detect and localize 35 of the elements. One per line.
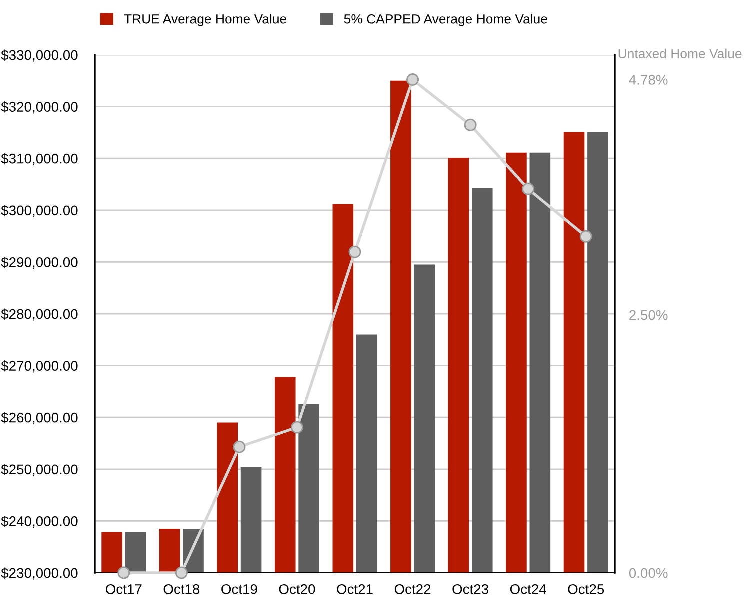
y-tick-label: $270,000.00	[1, 360, 78, 373]
x-tick-label: Oct20	[279, 584, 316, 594]
x-tick-label: Oct19	[222, 584, 258, 594]
x-tick-label: Oct23	[452, 584, 488, 594]
y-tick-label: $320,000.00	[1, 102, 78, 114]
point	[233, 440, 246, 454]
point	[290, 421, 304, 434]
y-tick-label: $250,000.00	[1, 464, 78, 476]
point	[118, 566, 130, 580]
x-tick-label: Oct18	[164, 584, 200, 594]
point	[175, 566, 188, 580]
y2-tick-label: 0.00%	[629, 568, 668, 578]
y-tick-label: $300,000.00	[1, 205, 78, 218]
y-tick-label: $260,000.00	[1, 412, 78, 424]
point	[580, 230, 592, 243]
y2-tick-label: 4.78%	[629, 75, 668, 85]
x-tick-label: Oct21	[337, 584, 373, 594]
x-tick-label: Oct17	[106, 584, 142, 594]
x-tick-label: Oct24	[510, 584, 546, 594]
y2-tick-label: 2.50%	[630, 310, 668, 320]
x-tick-label: Oct22	[394, 584, 431, 594]
x-tick-label: Oct25	[568, 584, 604, 594]
y-tick-label: $280,000.00	[1, 308, 78, 321]
y-tick-label: $290,000.00	[1, 256, 78, 270]
point	[464, 118, 477, 132]
y-tick-label: $330,000.00	[1, 50, 78, 62]
point	[348, 246, 362, 258]
legend-label: 5% CAPPED Average Home Value	[344, 14, 548, 26]
legend-label: TRUE Average Home Value	[124, 14, 287, 26]
point	[406, 74, 420, 86]
y2-axis-title: Untaxed Home Value	[618, 48, 742, 59]
y-tick-label: $230,000.00	[1, 568, 78, 580]
point	[522, 182, 535, 196]
y-tick-label: $240,000.00	[1, 516, 78, 528]
y-tick-label: $310,000.00	[1, 153, 78, 166]
